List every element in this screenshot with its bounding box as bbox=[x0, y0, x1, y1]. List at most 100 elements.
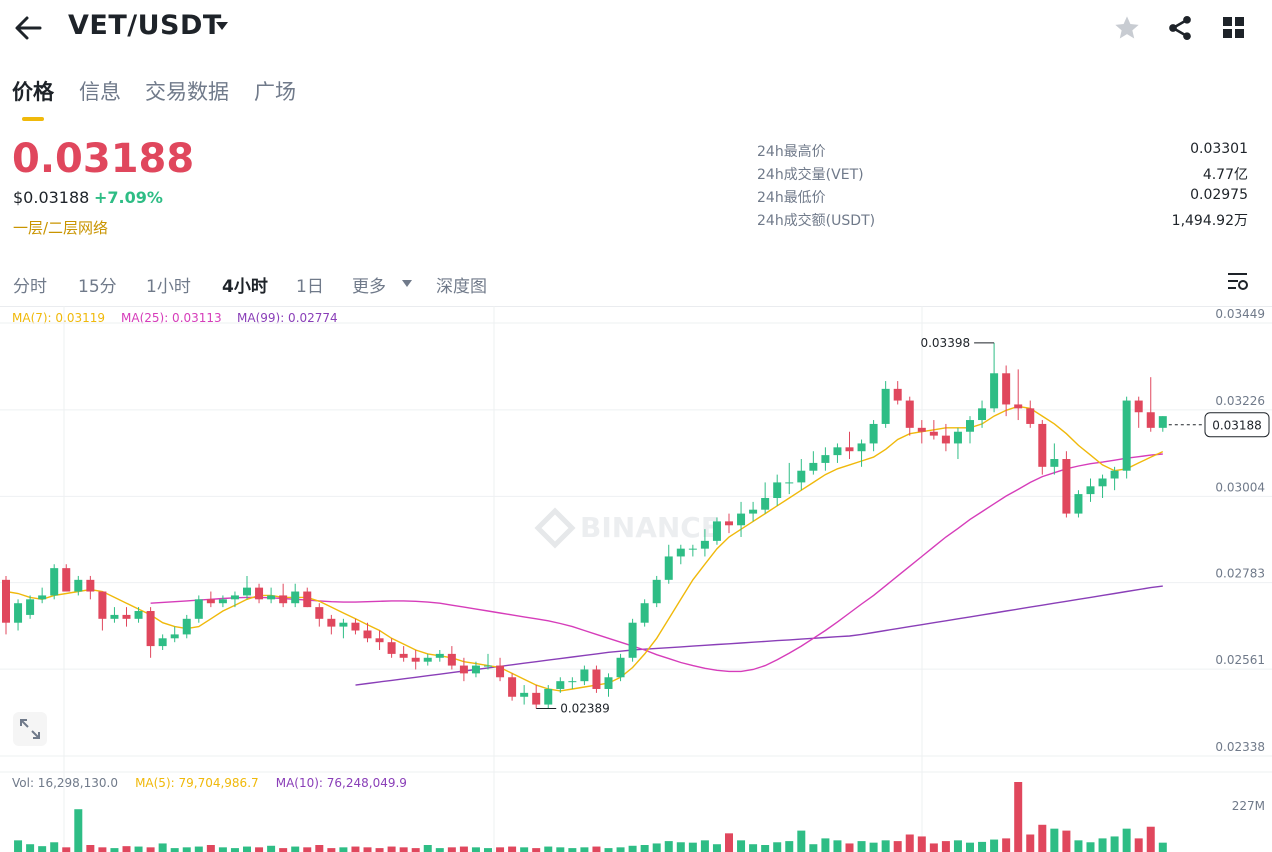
candle-body bbox=[279, 595, 288, 604]
candle-body bbox=[50, 568, 59, 596]
volume-bar bbox=[676, 842, 685, 852]
candle-body bbox=[917, 427, 926, 432]
binance-watermark: BINANCE bbox=[534, 507, 720, 549]
share-icon[interactable] bbox=[1166, 14, 1194, 42]
volume-bar bbox=[1098, 838, 1107, 852]
candle-body bbox=[351, 622, 360, 631]
interval-timeline[interactable]: 分时 bbox=[13, 277, 47, 297]
grid-icon[interactable] bbox=[1222, 16, 1246, 40]
volume-bar bbox=[484, 848, 492, 852]
star-icon[interactable] bbox=[1113, 14, 1141, 42]
chart-settings-icon[interactable] bbox=[1226, 271, 1250, 293]
volume-bar bbox=[532, 848, 541, 852]
volume-bar bbox=[14, 840, 23, 852]
volume-bar bbox=[411, 848, 420, 852]
interval-depth[interactable]: 深度图 bbox=[436, 277, 487, 297]
candle-body bbox=[339, 622, 348, 627]
candle-body bbox=[1074, 494, 1083, 514]
stat-high-value: 0.03301 bbox=[1190, 141, 1248, 157]
caret-down-icon[interactable] bbox=[401, 279, 413, 288]
volume-bar bbox=[62, 847, 71, 852]
fullscreen-button[interactable] bbox=[13, 712, 47, 746]
volume-bar bbox=[580, 847, 589, 852]
candle-body bbox=[1050, 459, 1059, 467]
candle-body bbox=[1134, 400, 1143, 413]
volume-bar bbox=[1110, 836, 1119, 852]
candle-body bbox=[833, 447, 842, 456]
volume-bar bbox=[941, 841, 950, 852]
volume-bar bbox=[628, 845, 637, 852]
tab-trading-data[interactable]: 交易数据 bbox=[145, 80, 229, 104]
candle-body bbox=[14, 603, 23, 623]
volume-bar bbox=[652, 843, 661, 852]
volume-bar bbox=[797, 830, 806, 852]
candle-body bbox=[38, 595, 47, 600]
stat-turnover-value: 1,494.92万 bbox=[1171, 213, 1248, 229]
caret-down-icon[interactable] bbox=[214, 20, 230, 32]
candle-body bbox=[1026, 408, 1035, 424]
volume-bar bbox=[857, 841, 866, 852]
candle-body bbox=[556, 681, 565, 689]
interval-1h[interactable]: 1小时 bbox=[146, 277, 191, 297]
tab-square[interactable]: 广场 bbox=[254, 80, 296, 104]
interval-1d[interactable]: 1日 bbox=[296, 277, 324, 297]
volume-bar bbox=[291, 846, 300, 852]
volume-bar bbox=[339, 847, 348, 852]
stat-turnover-label: 24h成交额(USDT) bbox=[757, 213, 876, 229]
volume-bar bbox=[773, 842, 782, 852]
candle-body bbox=[218, 599, 227, 604]
current-price-tag bbox=[1204, 412, 1270, 438]
candle-body bbox=[1086, 486, 1095, 495]
stat-high-label: 24h最高价 bbox=[757, 144, 826, 160]
candlestick-chart[interactable]: BINANCE 0.03449 0.03226 0.03004 0.02783 0.02… bbox=[0, 306, 1272, 852]
candle-body bbox=[966, 420, 974, 432]
interval-15m[interactable]: 15分 bbox=[78, 277, 117, 297]
candle-body bbox=[303, 591, 312, 608]
volume-bar bbox=[737, 840, 746, 852]
candle-body bbox=[375, 638, 384, 643]
ma25-legend: MA(25): 0.03113 bbox=[121, 311, 222, 325]
candle-body bbox=[1002, 373, 1011, 405]
candle-body bbox=[267, 595, 276, 600]
candle-body bbox=[86, 579, 95, 592]
volume-bar bbox=[809, 844, 818, 852]
candle-body bbox=[459, 665, 468, 674]
back-button[interactable] bbox=[14, 10, 44, 46]
volume-bar bbox=[761, 845, 770, 852]
volume-bar bbox=[556, 847, 565, 852]
volume-bar bbox=[459, 846, 468, 852]
stat-volume-value: 4.77亿 bbox=[1202, 167, 1248, 183]
volume-bar bbox=[893, 841, 902, 852]
volume-bar bbox=[508, 846, 517, 852]
candle-body bbox=[496, 665, 505, 678]
candle-body bbox=[616, 657, 625, 678]
pair-title[interactable]: VET/USDT bbox=[68, 10, 222, 41]
tab-price[interactable]: 价格 bbox=[12, 80, 54, 104]
interval-more[interactable]: 更多 bbox=[352, 277, 386, 297]
y-tick-label: 0.02783 bbox=[1215, 567, 1265, 581]
divider bbox=[0, 306, 1272, 307]
volume-bar bbox=[785, 841, 794, 852]
volume-bar bbox=[1074, 840, 1083, 852]
candle-body bbox=[905, 400, 914, 428]
volume-bar bbox=[50, 842, 59, 852]
candle-body bbox=[206, 599, 215, 604]
volume-tick-label: 227M bbox=[1232, 799, 1265, 813]
candle-body bbox=[652, 579, 661, 604]
volume-bar bbox=[170, 848, 179, 852]
volume-bar bbox=[978, 841, 987, 852]
tab-info[interactable]: 信息 bbox=[79, 80, 121, 104]
candle-body bbox=[134, 611, 143, 619]
candle-body bbox=[1038, 423, 1047, 467]
candle-body bbox=[435, 653, 444, 658]
interval-4h[interactable]: 4小时 bbox=[222, 277, 268, 297]
volume-value: Vol: 16,298,130.0 bbox=[12, 776, 118, 790]
volume-ma10: MA(10): 76,248,049.9 bbox=[275, 776, 407, 790]
candle-body bbox=[978, 408, 987, 421]
volume-bar bbox=[363, 847, 372, 852]
candle-body bbox=[98, 591, 107, 619]
network-tag[interactable]: 一层/二层网络 bbox=[13, 219, 109, 237]
candle-body bbox=[785, 482, 794, 484]
volume-bar bbox=[1158, 842, 1167, 852]
candle-body bbox=[1110, 470, 1119, 479]
